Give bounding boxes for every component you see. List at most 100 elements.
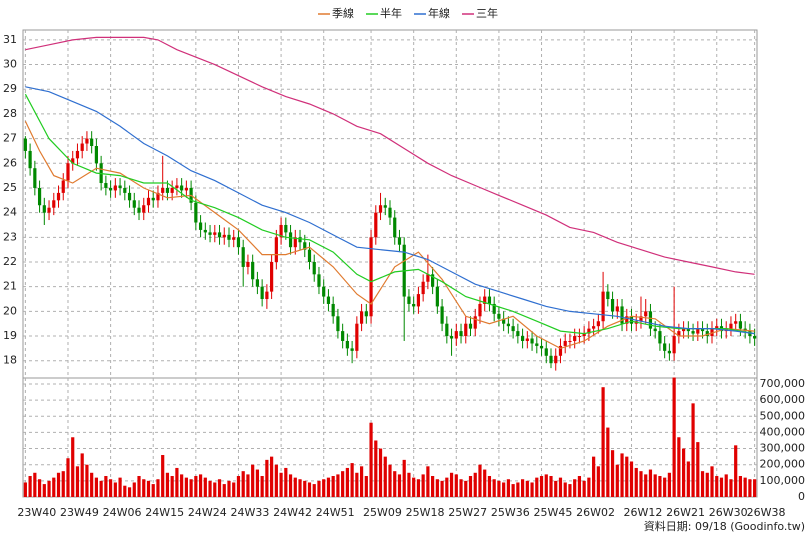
volume-bar	[118, 477, 122, 497]
volume-bar	[734, 445, 738, 497]
volume-bar	[378, 448, 383, 497]
candle-body	[132, 200, 136, 208]
candle-body	[137, 207, 141, 213]
volume-bar	[397, 474, 402, 497]
candle-body	[416, 294, 421, 307]
volume-bar	[686, 461, 690, 497]
candle-body	[658, 331, 662, 344]
candle-body	[61, 180, 65, 193]
candle-body	[208, 232, 212, 235]
volume-bar	[208, 480, 212, 497]
candle-body	[696, 328, 700, 334]
legend-label: 季線	[332, 6, 354, 20]
candle-body	[85, 138, 89, 144]
candle-body	[227, 234, 231, 240]
volume-bar	[246, 474, 250, 497]
y-tick-label: 500,000	[760, 409, 806, 422]
volume-bar	[312, 484, 316, 497]
candle-body	[558, 345, 563, 356]
volume-bar	[677, 437, 681, 497]
candle-body	[700, 328, 705, 332]
volume-bar	[530, 482, 534, 497]
y-tick-label: 22	[3, 255, 17, 268]
volume-bar	[359, 466, 364, 497]
volume-bar	[644, 474, 648, 497]
candle-body	[180, 185, 184, 191]
candle-body	[464, 323, 468, 337]
volume-bar	[724, 474, 728, 497]
y-tick-label: 20	[3, 304, 17, 317]
candle-body	[615, 306, 619, 312]
y-tick-label: 23	[3, 230, 17, 243]
candle-body	[52, 200, 56, 208]
volume-bar	[307, 482, 312, 497]
candle-body	[23, 138, 27, 151]
volume-bar	[71, 437, 75, 497]
volume-bar	[511, 484, 515, 497]
candle-body	[123, 187, 127, 193]
volume-bar	[516, 482, 520, 497]
candle-body	[535, 343, 539, 346]
candle-body	[610, 299, 615, 312]
candle-body	[288, 232, 293, 248]
volume-bar	[180, 474, 184, 497]
candle-body	[127, 192, 132, 201]
volume-bar	[691, 403, 695, 497]
y-tick-label: 26	[3, 156, 17, 169]
volume-bar	[236, 476, 241, 497]
y-tick-label: 18	[3, 354, 17, 367]
candle-body	[118, 185, 122, 188]
candle-body	[620, 306, 624, 324]
candle-body	[663, 343, 667, 351]
volume-bar	[610, 450, 615, 497]
candle-body	[667, 350, 671, 354]
volume-bar	[336, 474, 340, 497]
volume-bar	[341, 471, 345, 497]
volume-bar	[454, 474, 458, 497]
candle-body	[378, 205, 383, 213]
volume-bar	[279, 472, 283, 497]
candle-body	[606, 291, 610, 300]
candle-body	[686, 328, 690, 332]
volume-bar	[738, 476, 743, 497]
candle-body	[601, 291, 605, 322]
candle-body	[113, 185, 117, 191]
volume-bar	[374, 440, 378, 497]
volume-bar	[194, 476, 198, 497]
candle-body	[326, 296, 331, 304]
candle-body	[506, 323, 510, 327]
volume-bar	[33, 472, 37, 497]
volume-bar	[364, 476, 368, 497]
volume-bar	[554, 480, 558, 497]
candle-body	[251, 262, 255, 280]
volume-bar	[355, 472, 359, 497]
volume-bar	[317, 480, 321, 497]
volume-bar	[345, 467, 349, 497]
candle-body	[217, 232, 222, 238]
volume-bar	[161, 455, 165, 497]
x-tick-label: 26W30	[709, 506, 748, 519]
x-tick-label: 25W09	[363, 506, 402, 519]
volume-bar	[748, 479, 752, 497]
volume-bar	[729, 479, 733, 497]
volume-bar	[241, 471, 245, 497]
volume-bar	[109, 479, 113, 497]
volume-bar	[217, 479, 222, 497]
volume-bar	[464, 480, 468, 497]
candle-body	[483, 296, 487, 304]
y-tick-label: 30	[3, 58, 17, 71]
volume-bar	[445, 477, 449, 497]
candle-body	[383, 205, 387, 208]
volume-bar	[719, 477, 724, 497]
candle-body	[468, 323, 473, 329]
volume-bar	[700, 471, 705, 497]
y-tick-label: 100,000	[760, 474, 806, 487]
volume-bar	[23, 482, 27, 497]
ma-line	[25, 36, 755, 275]
volume-bar	[568, 484, 572, 497]
candle-body	[435, 286, 439, 307]
x-tick-label: 26W12	[624, 506, 663, 519]
volume-bar	[156, 479, 160, 497]
volume-bar	[478, 464, 482, 497]
y-tick-label: 28	[3, 107, 17, 120]
